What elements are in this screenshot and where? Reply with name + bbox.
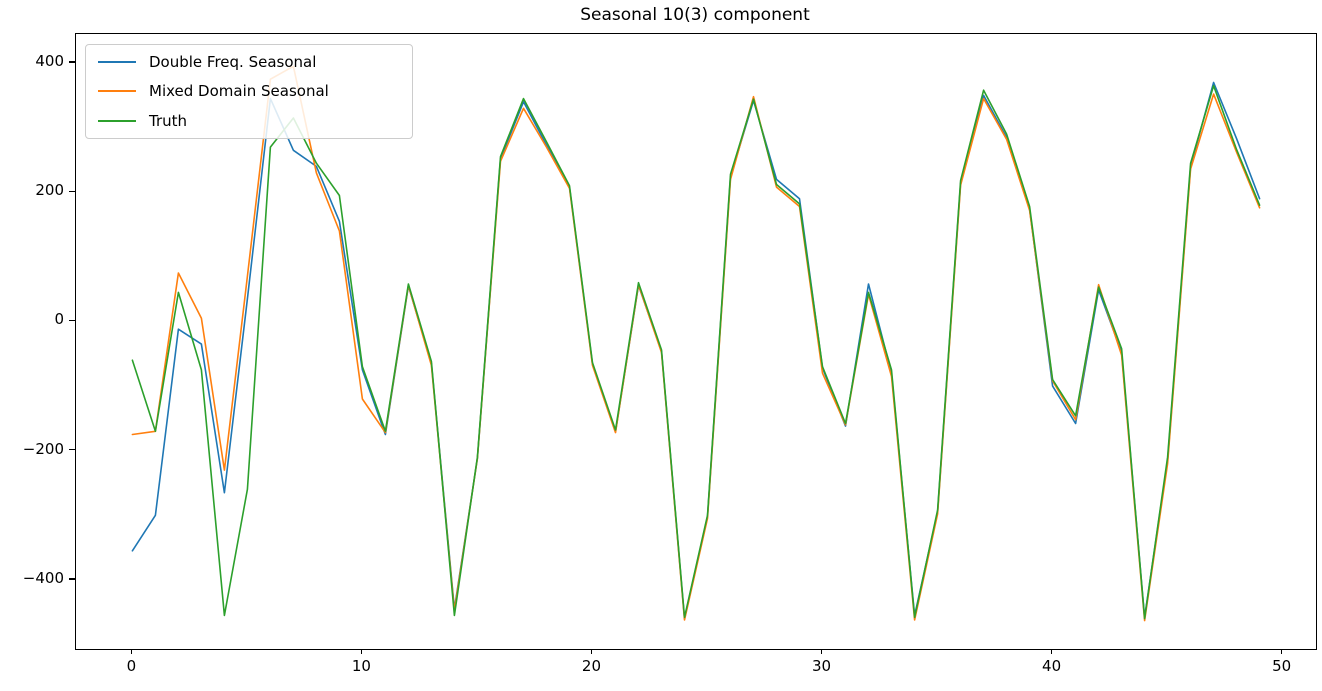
y-tick-label: −400 — [22, 568, 64, 587]
y-tick-label: 0 — [54, 310, 64, 329]
legend: Double Freq. Seasonal Mixed Domain Seaso… — [85, 44, 413, 139]
x-tick-label: 20 — [581, 657, 602, 675]
y-tick-mark — [69, 448, 75, 451]
x-tick-label: 10 — [351, 657, 371, 675]
legend-entry: Truth — [86, 107, 412, 135]
x-tick-mark — [590, 649, 593, 654]
legend-label: Truth — [149, 112, 188, 131]
x-tick-mark — [820, 649, 823, 654]
chart-canvas — [131, 65, 1261, 622]
legend-entry: Mixed Domain Seasonal — [86, 77, 412, 105]
x-tick-mark — [1050, 649, 1053, 654]
chart-title: Seasonal 10(3) component — [580, 5, 810, 25]
x-tick-mark — [130, 649, 133, 654]
y-tick-label: 200 — [35, 181, 64, 200]
y-tick-label: 400 — [35, 52, 64, 71]
legend-label: Double Freq. Seasonal — [149, 52, 317, 71]
legend-label: Mixed Domain Seasonal — [149, 82, 329, 101]
x-tick-label: 30 — [811, 657, 832, 675]
series-line-double-freq-seasonal — [131, 81, 1261, 620]
x-tick-mark — [1280, 649, 1283, 654]
x-tick-mark — [360, 649, 363, 654]
x-tick-label: 50 — [1272, 657, 1292, 675]
y-tick-mark — [69, 578, 75, 580]
y-tick-label: −200 — [22, 439, 64, 458]
legend-line-swatch — [98, 120, 136, 123]
x-tick-label: 0 — [126, 657, 137, 675]
series-line-truth — [131, 84, 1261, 620]
legend-entry: Double Freq. Seasonal — [86, 48, 412, 76]
y-tick-mark — [69, 319, 75, 322]
legend-line-swatch — [98, 90, 136, 93]
y-tick-mark — [69, 61, 75, 63]
x-tick-label: 40 — [1042, 657, 1062, 675]
series-line-mixed-domain-seasonal — [131, 65, 1261, 622]
y-tick-mark — [69, 190, 75, 193]
legend-line-swatch — [98, 60, 136, 63]
